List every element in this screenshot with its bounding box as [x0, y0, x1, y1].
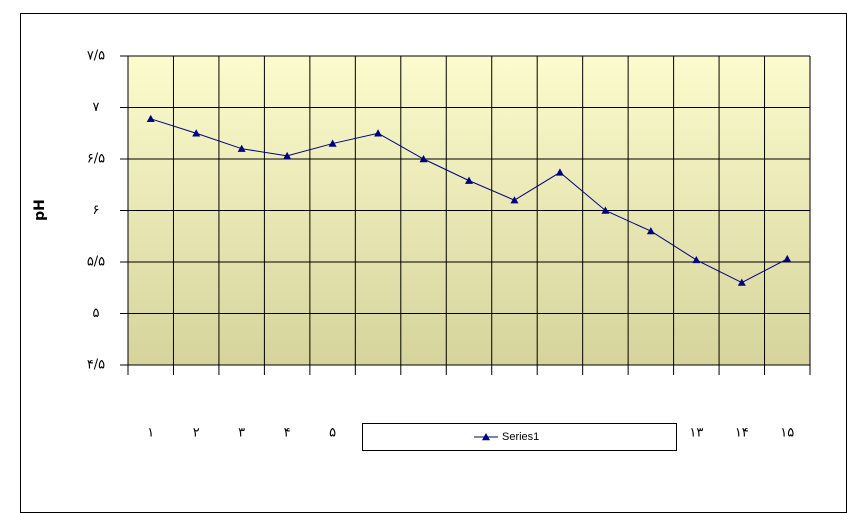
x-tick-label: ۱۵ [780, 426, 794, 441]
data-marker [328, 139, 337, 147]
legend-box [362, 423, 677, 451]
data-marker [192, 129, 201, 137]
y-tick-label: ۴/۵ [87, 358, 105, 373]
data-marker [601, 206, 610, 214]
y-tick-label: ۶ [93, 203, 100, 218]
y-axis-title: pH [32, 199, 48, 221]
data-marker [465, 176, 473, 184]
y-tick-label: ۷ [93, 100, 100, 115]
data-marker [783, 254, 792, 263]
legend-marker [482, 433, 490, 441]
data-marker [555, 168, 564, 176]
data-marker [237, 144, 246, 152]
x-tick-label: ۱۳ [689, 426, 703, 441]
data-marker [692, 255, 701, 264]
x-tick-label: ۵ [329, 426, 336, 441]
y-tick-label: ۵ [93, 306, 100, 321]
data-marker [283, 151, 292, 160]
y-tick-label: ۷/۵ [87, 49, 105, 64]
x-tick-label: ۱ [147, 426, 154, 441]
data-marker [510, 196, 519, 204]
x-tick-label: ۳ [238, 426, 245, 441]
legend-label: Series1 [502, 431, 539, 443]
y-tick-label: ۶/۵ [87, 152, 105, 167]
data-marker [646, 227, 655, 235]
data-marker [374, 129, 383, 137]
data-marker [146, 114, 155, 123]
x-tick-label: ۲ [193, 426, 200, 441]
data-marker [419, 155, 428, 163]
x-tick-label: ۱۴ [735, 426, 749, 441]
x-tick-label: ۴ [284, 426, 291, 441]
y-tick-label: ۵/۵ [87, 255, 105, 270]
data-marker [737, 278, 746, 286]
